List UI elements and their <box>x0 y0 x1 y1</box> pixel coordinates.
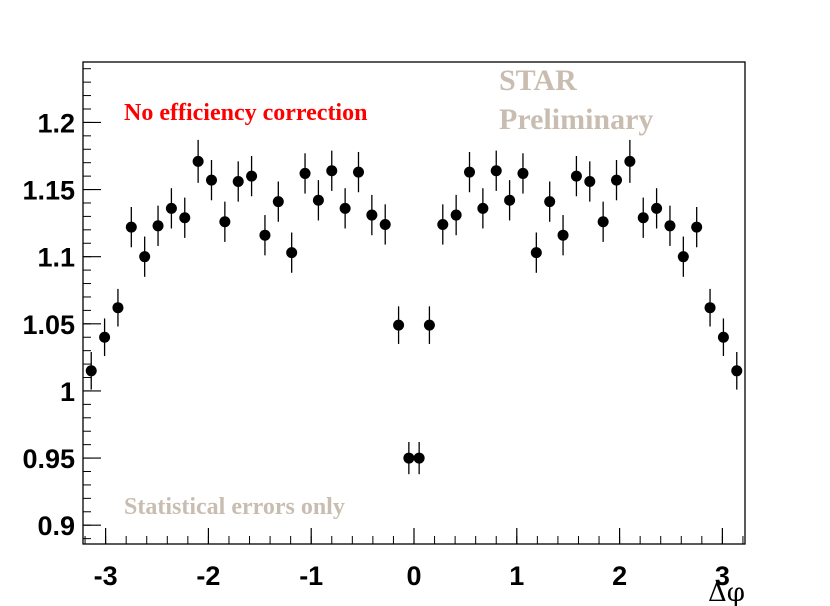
y-tick-label: 1.05 <box>22 310 75 340</box>
y-tick-label: 0.9 <box>37 511 75 541</box>
data-point <box>165 202 177 214</box>
data-point <box>624 155 636 167</box>
errors-annotation: Statistical errors only <box>124 494 345 520</box>
data-point <box>517 167 529 179</box>
data-point <box>464 166 476 178</box>
data-point <box>179 212 191 224</box>
data-point <box>286 247 298 259</box>
x-tick-labels: -3 -2 -1 0 1 2 3 <box>94 561 730 591</box>
efficiency-annotation: No efficiency correction <box>124 100 367 126</box>
data-series <box>85 139 743 475</box>
data-point <box>677 251 689 263</box>
data-point <box>232 175 244 187</box>
data-point <box>139 251 151 263</box>
data-point <box>731 365 743 377</box>
y-tick-label: 1.15 <box>22 176 75 206</box>
data-point <box>611 174 623 186</box>
data-point <box>423 319 435 331</box>
x-tick-label: -2 <box>196 561 220 591</box>
x-tick-label: 1 <box>509 561 524 591</box>
star-label: STAR <box>499 64 577 97</box>
x-tick-label: 0 <box>406 561 421 591</box>
data-point <box>339 202 351 214</box>
data-point <box>366 209 378 221</box>
data-point <box>299 167 311 179</box>
data-point <box>704 302 716 314</box>
data-point <box>205 174 217 186</box>
data-point <box>352 166 364 178</box>
data-point <box>490 165 502 177</box>
data-point <box>99 331 111 343</box>
data-point <box>597 216 609 228</box>
data-point <box>504 194 516 206</box>
preliminary-label: Preliminary <box>499 103 653 136</box>
data-point <box>312 194 324 206</box>
data-point <box>85 365 97 377</box>
data-point <box>557 229 569 241</box>
data-point <box>393 319 405 331</box>
y-tick-label: 0.95 <box>22 444 75 474</box>
data-point <box>691 221 703 233</box>
data-point <box>717 331 729 343</box>
data-point <box>125 221 137 233</box>
x-tick-label: 3 <box>715 561 730 591</box>
data-point <box>664 220 676 232</box>
data-point <box>637 212 649 224</box>
y-tick-label: 1 <box>60 377 75 407</box>
data-point <box>544 196 556 208</box>
y-tick-label: 1.2 <box>37 108 75 138</box>
major-ticks <box>83 121 723 544</box>
x-axis-title: Δφ <box>708 578 745 606</box>
x-tick-label: -3 <box>94 561 118 591</box>
data-point <box>326 165 338 177</box>
data-point <box>413 452 425 464</box>
data-point <box>379 218 391 230</box>
data-point <box>530 247 542 259</box>
data-point <box>584 175 596 187</box>
data-point <box>219 216 231 228</box>
x-tick-label: -1 <box>299 561 323 591</box>
data-point <box>152 220 164 232</box>
data-point <box>403 452 415 464</box>
data-point <box>477 202 489 214</box>
data-point <box>437 218 449 230</box>
data-point <box>450 209 462 221</box>
x-tick-label: 2 <box>612 561 627 591</box>
y-tick-labels: 0.9 0.95 1 1.05 1.1 1.15 1.2 <box>22 108 75 541</box>
data-point <box>112 302 124 314</box>
data-point <box>570 170 582 182</box>
data-point <box>192 155 204 167</box>
data-point <box>272 196 284 208</box>
y-tick-label: 1.1 <box>37 243 75 273</box>
data-point <box>651 202 663 214</box>
data-point <box>259 229 271 241</box>
minor-ticks <box>83 68 744 544</box>
data-point <box>246 170 258 182</box>
